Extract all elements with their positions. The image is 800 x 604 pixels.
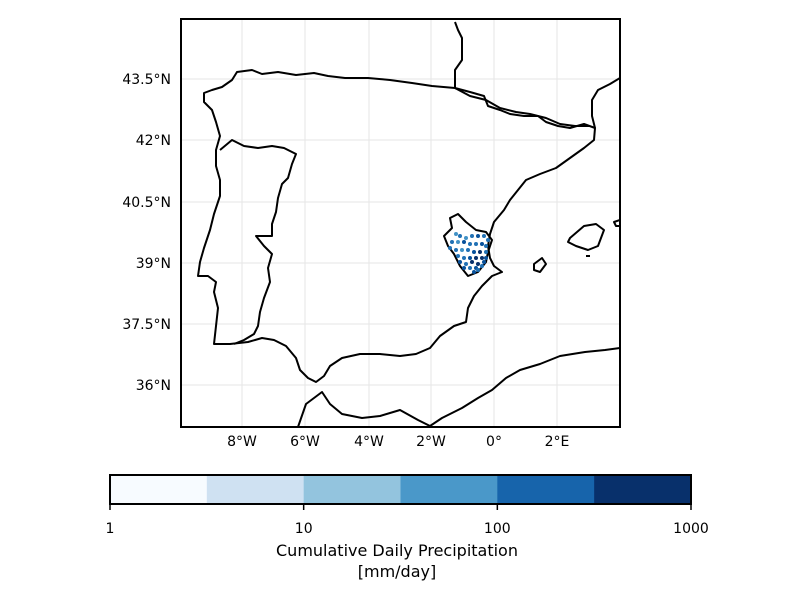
colorbar-tick-labels: 1 10 100 1000 bbox=[106, 521, 709, 537]
colorbar-units: [mm/day] bbox=[358, 562, 436, 581]
station-point bbox=[468, 242, 472, 246]
lon-tick-label: 2°W bbox=[416, 434, 446, 450]
station-points bbox=[448, 232, 490, 274]
station-point bbox=[462, 256, 466, 260]
station-point bbox=[464, 262, 468, 266]
colorbar-bin bbox=[497, 475, 595, 504]
station-point bbox=[464, 236, 468, 240]
france-coastline bbox=[454, 21, 463, 88]
station-point bbox=[470, 234, 474, 238]
map-frame bbox=[180, 18, 621, 428]
lon-tick-label: 2°E bbox=[545, 434, 570, 450]
france-south-coastline bbox=[591, 77, 620, 129]
station-point bbox=[482, 260, 486, 264]
lat-tick-label: 43.5°N bbox=[122, 72, 171, 88]
station-point bbox=[470, 260, 474, 264]
menorca-island bbox=[613, 219, 620, 227]
station-point bbox=[454, 232, 458, 236]
station-point bbox=[454, 248, 458, 252]
colorbar-bin bbox=[400, 475, 498, 504]
station-point bbox=[480, 264, 484, 268]
colorbar-ticks bbox=[109, 504, 692, 510]
iberia-coastline bbox=[197, 69, 596, 383]
station-point bbox=[480, 242, 484, 246]
station-point bbox=[460, 248, 464, 252]
pyrenees-border bbox=[454, 87, 590, 127]
station-point bbox=[450, 240, 454, 244]
colorbar-tick-label: 100 bbox=[484, 521, 511, 537]
colorbar-tick-label: 10 bbox=[295, 521, 313, 537]
lon-tick-label: 4°W bbox=[354, 434, 384, 450]
station-point bbox=[472, 270, 476, 274]
colorbar-bins bbox=[110, 475, 692, 504]
lat-tick-label: 42°N bbox=[136, 133, 171, 149]
station-point bbox=[484, 250, 488, 254]
colorbar-bin bbox=[594, 475, 692, 504]
lat-tick-label: 40.5°N bbox=[122, 195, 171, 211]
station-point bbox=[484, 244, 488, 248]
gridlines bbox=[181, 19, 620, 427]
station-point bbox=[462, 266, 466, 270]
africa-coastline bbox=[297, 347, 620, 427]
station-point bbox=[468, 266, 472, 270]
colorbar-bin bbox=[303, 475, 401, 504]
portugal-spain-border bbox=[219, 139, 297, 345]
station-point bbox=[468, 256, 472, 260]
lat-tick-label: 36°N bbox=[136, 378, 171, 394]
station-point bbox=[482, 234, 486, 238]
station-point bbox=[480, 256, 484, 260]
station-point bbox=[458, 260, 462, 264]
colorbar-bin bbox=[206, 475, 305, 504]
station-point bbox=[462, 240, 466, 244]
station-point bbox=[476, 234, 480, 238]
station-point bbox=[478, 250, 482, 254]
station-point bbox=[458, 234, 462, 238]
station-point bbox=[474, 242, 478, 246]
station-point bbox=[448, 246, 452, 250]
station-point bbox=[472, 250, 476, 254]
station-point bbox=[486, 238, 490, 242]
station-point bbox=[476, 268, 480, 272]
station-point bbox=[456, 240, 460, 244]
station-point bbox=[476, 262, 480, 266]
colorbar-tick-label: 1000 bbox=[673, 521, 709, 537]
lon-tick-label: 6°W bbox=[290, 434, 320, 450]
lon-tick-labels: 8°W 6°W 4°W 2°W 0° 2°E bbox=[227, 434, 569, 450]
ibiza-island bbox=[533, 257, 547, 273]
lat-tick-label: 39°N bbox=[136, 256, 171, 272]
colorbar-frame bbox=[109, 474, 692, 505]
station-point bbox=[466, 248, 470, 252]
coastlines bbox=[197, 21, 620, 427]
lat-tick-labels: 43.5°N 42°N 40.5°N 39°N 37.5°N 36°N bbox=[122, 72, 171, 394]
colorbar-tick-label: 1 bbox=[106, 521, 115, 537]
station-point bbox=[456, 254, 460, 258]
station-point bbox=[484, 256, 488, 260]
lon-tick-label: 8°W bbox=[227, 434, 257, 450]
mallorca-island bbox=[567, 223, 605, 251]
colorbar-label: Cumulative Daily Precipitation bbox=[276, 541, 518, 560]
colorbar-bin bbox=[110, 475, 208, 504]
lon-tick-label: 0° bbox=[486, 434, 502, 450]
lat-tick-label: 37.5°N bbox=[122, 317, 171, 333]
station-point bbox=[474, 256, 478, 260]
